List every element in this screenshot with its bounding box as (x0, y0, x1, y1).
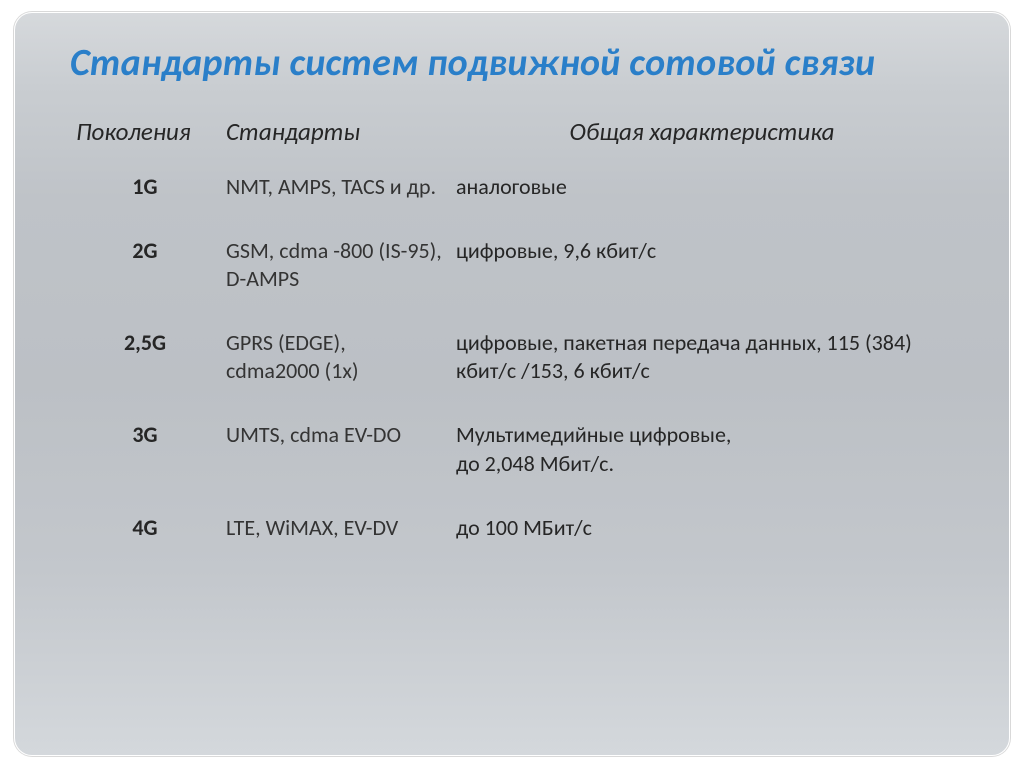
characteristic-line: цифровые, 9,6 кбит/с (456, 237, 948, 265)
col-header-generation: Поколения (70, 110, 220, 165)
cell-characteristic: Мультимедийные цифровые, до 2,048 Мбит/с… (450, 413, 954, 505)
table-row: 2,5G GPRS (EDGE), cdma2000 (1x) цифровые… (70, 321, 954, 413)
characteristic-line: Мультимедийные цифровые, (456, 421, 948, 449)
cell-standards: NMT, AMPS, TACS и др. (220, 165, 450, 229)
cell-generation: 2G (70, 229, 220, 321)
characteristic-line: аналоговые (456, 173, 948, 201)
cell-standards: GSM, cdma -800 (IS-95), D-AMPS (220, 229, 450, 321)
standards-table: Поколения Стандарты Общая характеристика… (70, 110, 954, 570)
table-header-row: Поколения Стандарты Общая характеристика (70, 110, 954, 165)
slide-title: Стандарты систем подвижной сотовой связи (70, 42, 954, 86)
cell-standards: LTE, WiMAX, EV-DV (220, 506, 450, 570)
cell-characteristic: цифровые, пакетная передача данных, 115 … (450, 321, 954, 413)
characteristic-line: до 100 МБит/с (456, 514, 948, 542)
cell-generation: 1G (70, 165, 220, 229)
cell-generation: 2,5G (70, 321, 220, 413)
col-header-standards: Стандарты (220, 110, 450, 165)
characteristic-line: цифровые, пакетная передача данных, 115 … (456, 329, 948, 385)
cell-standards: GPRS (EDGE), cdma2000 (1x) (220, 321, 450, 413)
table-row: 4G LTE, WiMAX, EV-DV до 100 МБит/с (70, 506, 954, 570)
table-row: 3G UMTS, cdma EV-DO Мультимедийные цифро… (70, 413, 954, 505)
slide-container: Стандарты систем подвижной сотовой связи… (0, 0, 1024, 768)
cell-characteristic: аналоговые (450, 165, 954, 229)
cell-generation: 4G (70, 506, 220, 570)
cell-characteristic: цифровые, 9,6 кбит/с (450, 229, 954, 321)
slide: Стандарты систем подвижной сотовой связи… (14, 12, 1010, 756)
cell-characteristic: до 100 МБит/с (450, 506, 954, 570)
cell-generation: 3G (70, 413, 220, 505)
characteristic-line: до 2,048 Мбит/с. (456, 450, 948, 478)
col-header-characteristic: Общая характеристика (450, 110, 954, 165)
table-row: 1G NMT, AMPS, TACS и др. аналоговые (70, 165, 954, 229)
cell-standards: UMTS, cdma EV-DO (220, 413, 450, 505)
table-row: 2G GSM, cdma -800 (IS-95), D-AMPS цифров… (70, 229, 954, 321)
